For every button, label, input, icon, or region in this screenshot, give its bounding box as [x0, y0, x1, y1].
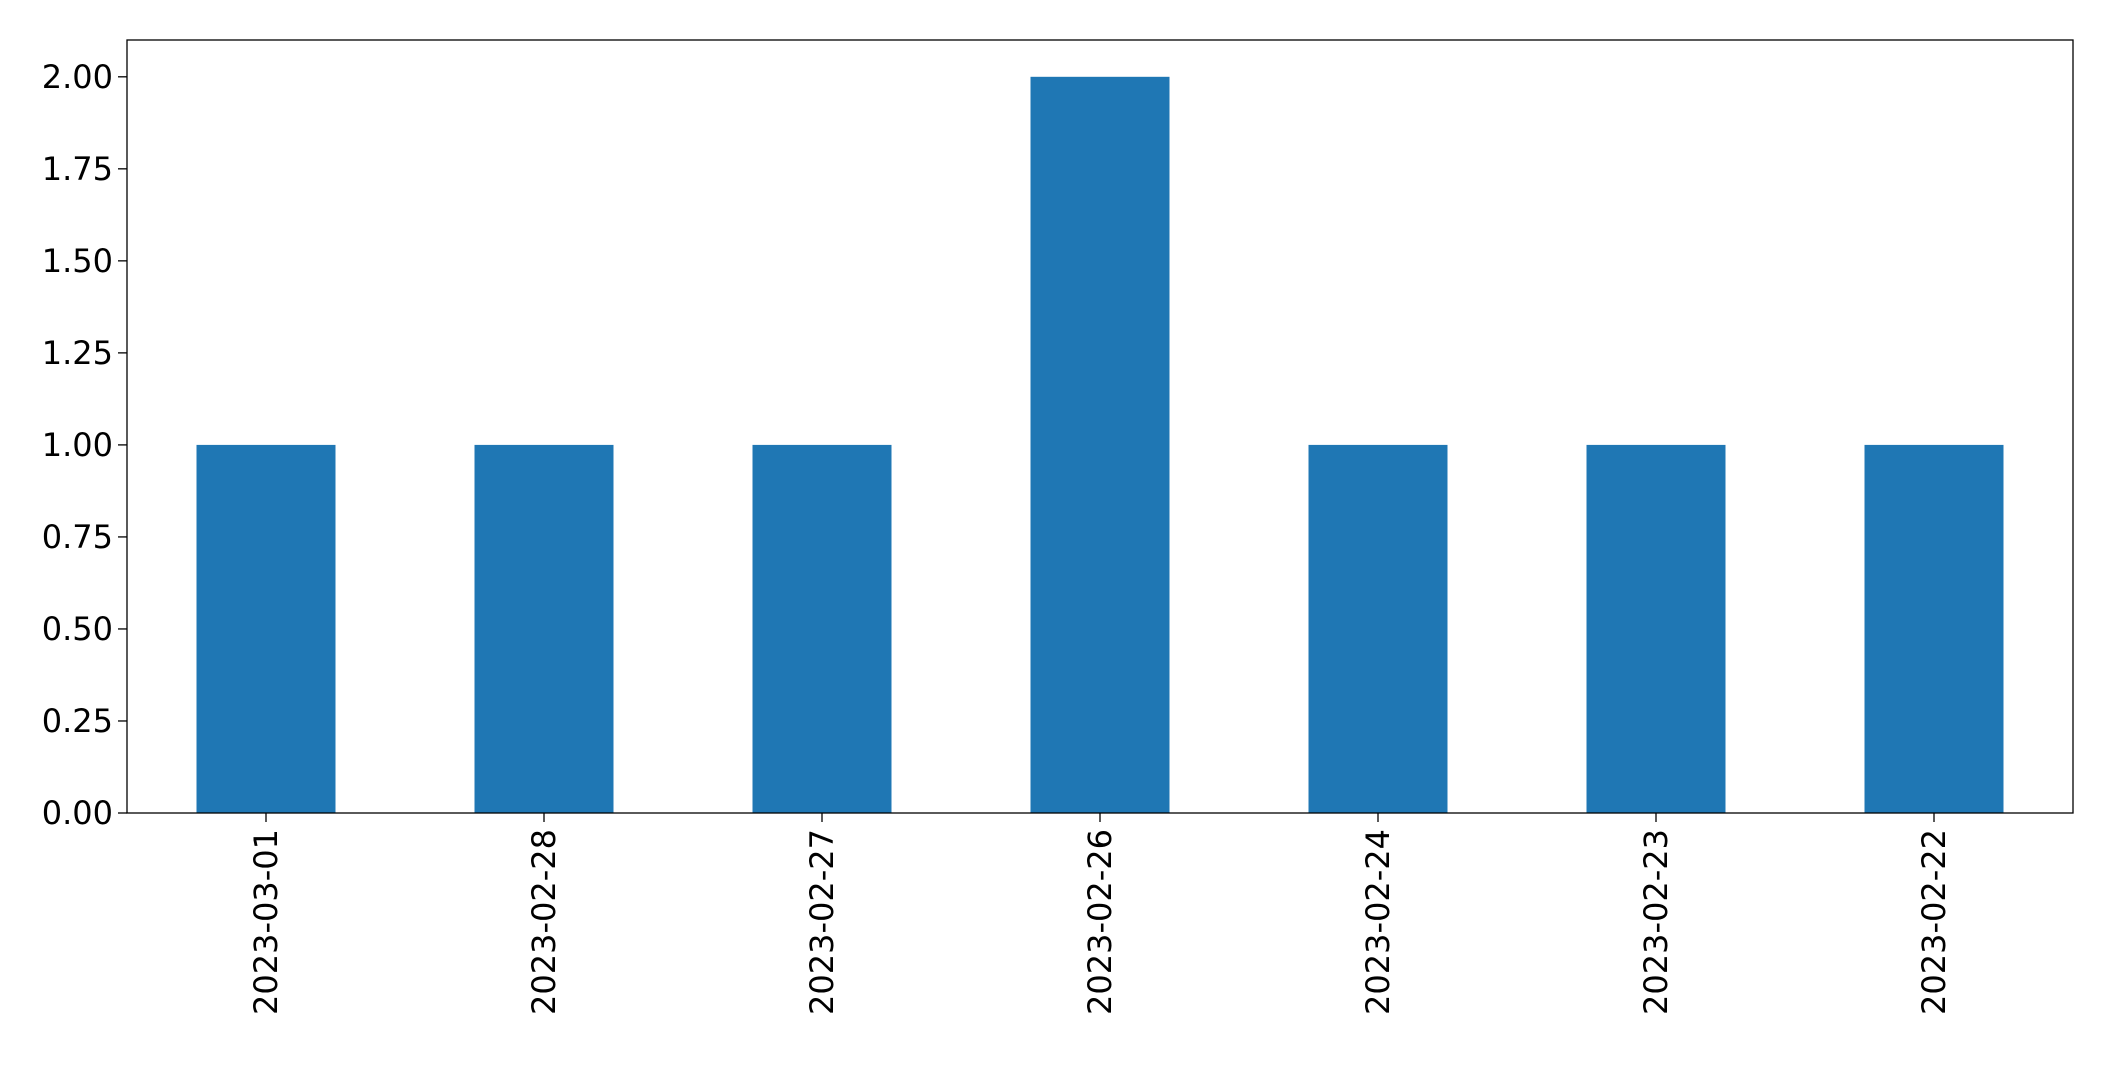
y-tick-label: 2.00 — [42, 58, 113, 96]
x-tick-label: 2023-02-26 — [1081, 829, 1119, 1015]
bar-2023-02-22 — [1864, 444, 2004, 813]
y-tick-label: 0.75 — [42, 518, 113, 556]
bar-2023-02-23 — [1586, 444, 1726, 813]
x-tick-label: 2023-02-24 — [1359, 829, 1397, 1015]
y-tick-label: 0.25 — [42, 702, 113, 740]
y-tick-label: 1.25 — [42, 334, 113, 372]
x-tick-label: 2023-02-23 — [1637, 829, 1675, 1015]
bars-group — [196, 76, 2004, 813]
y-tick-label: 1.75 — [42, 150, 113, 188]
bar-2023-03-01 — [196, 444, 336, 813]
y-axis: 0.00 0.25 0.50 0.75 1.00 1.25 1.50 1.75 2.00 — [42, 58, 127, 832]
y-tick-label: 1.50 — [42, 242, 113, 280]
y-tick-label: 0.00 — [42, 794, 113, 832]
x-axis: 2023-03-01 2023-02-28 2023-02-27 2023-02-26… — [247, 813, 1953, 1015]
y-tick-label: 1.00 — [42, 426, 113, 464]
plot-frame — [126, 39, 2074, 814]
x-tick-label: 2023-02-27 — [803, 829, 841, 1015]
y-tick-label: 0.50 — [42, 610, 113, 648]
bar-2023-02-27 — [752, 444, 892, 813]
bar-2023-02-26 — [1030, 76, 1170, 813]
x-tick-label: 2023-03-01 — [247, 829, 285, 1015]
x-tick-label: 2023-02-28 — [525, 829, 563, 1015]
x-tick-label: 2023-02-22 — [1915, 829, 1953, 1015]
bar-2023-02-24 — [1308, 444, 1448, 813]
bar-2023-02-28 — [474, 444, 614, 813]
